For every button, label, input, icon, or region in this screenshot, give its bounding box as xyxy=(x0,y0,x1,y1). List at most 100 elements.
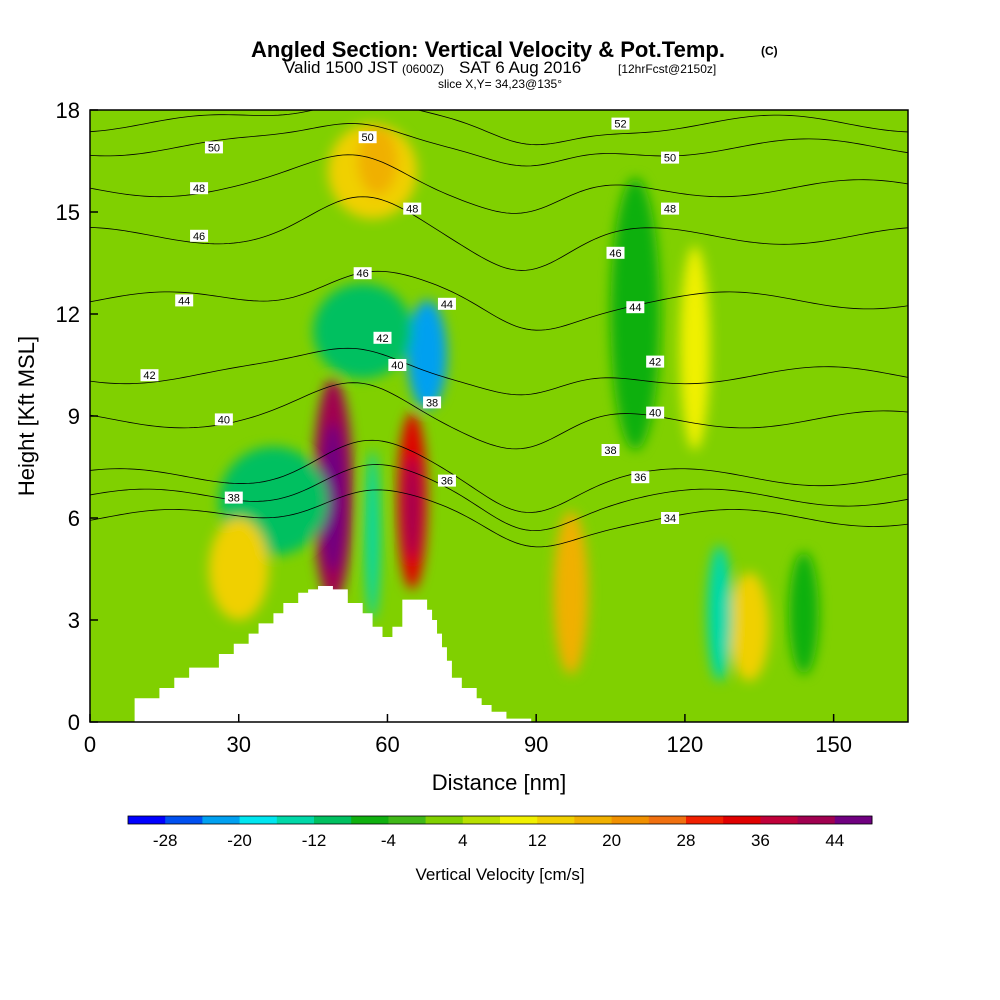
forecast-info: [12hrFcst@2150z] xyxy=(618,62,716,76)
isoline-label: 38 xyxy=(604,445,616,457)
isoline-label: 46 xyxy=(357,268,369,280)
colorbar-swatch xyxy=(202,816,241,824)
isoline-label-box xyxy=(631,471,650,484)
colorbar-swatch xyxy=(425,816,464,824)
isoline-label: 52 xyxy=(614,119,626,131)
isoline-labels: 50 48 46 44 42 40 38 50 48 46 44 42 40 38 36 52 50 48 46 44… xyxy=(140,117,680,525)
isoline-label-box xyxy=(626,301,645,314)
isoline-label: 44 xyxy=(441,299,453,311)
colorbar-swatch xyxy=(760,816,799,824)
isoline-label-box xyxy=(140,369,159,382)
isoline-label-box xyxy=(437,297,456,310)
isoline-label: 40 xyxy=(649,408,661,420)
isoline-label-box xyxy=(190,182,209,195)
y-tick-label: 12 xyxy=(56,302,80,327)
velocity-cell xyxy=(208,518,269,620)
terrain xyxy=(90,586,908,722)
isoline-label: 38 xyxy=(228,493,240,505)
valid-date: SAT 6 Aug 2016 xyxy=(459,58,581,77)
isoline-label: 46 xyxy=(193,231,205,243)
colorbar-swatch xyxy=(388,816,427,824)
velocity-cell xyxy=(357,127,398,195)
isoline-label: 50 xyxy=(361,132,373,144)
colorbar-tick-label: 44 xyxy=(825,831,844,850)
colorbar-swatch xyxy=(351,816,389,824)
theta-isoline xyxy=(90,347,908,396)
velocity-cell xyxy=(407,300,447,410)
velocity-cell xyxy=(610,178,661,450)
colorbar-swatch xyxy=(686,816,724,824)
velocity-cell xyxy=(729,572,770,682)
theta-isoline xyxy=(90,439,908,513)
isoline-label: 40 xyxy=(218,414,230,426)
colorbar-swatch xyxy=(648,816,687,824)
valid-prefix: Valid 1500 JST xyxy=(284,58,398,77)
theta-isoline xyxy=(90,123,908,167)
isoline-label-box xyxy=(423,396,442,409)
velocity-cell xyxy=(679,246,710,450)
theta-isoline xyxy=(90,270,908,331)
isoline-label-box xyxy=(606,246,625,259)
x-tick-label: 60 xyxy=(375,732,399,757)
y-tick-label: 0 xyxy=(68,710,80,735)
colorbar-swatch xyxy=(314,816,352,824)
colorbar-tick-label: -28 xyxy=(153,831,178,850)
colorbar-tick-label: 20 xyxy=(602,831,621,850)
y-tick-label: 9 xyxy=(68,404,80,429)
colorbar-frame xyxy=(127,815,873,825)
x-tick-label: 120 xyxy=(667,732,704,757)
isoline-label-box xyxy=(214,413,233,426)
colorbar-swatch xyxy=(462,816,501,824)
y-tick-label: 3 xyxy=(68,608,80,633)
colorbar-swatch xyxy=(723,816,761,824)
isoline-label: 36 xyxy=(441,476,453,488)
x-tick-label: 30 xyxy=(226,732,250,757)
isoline-label-box xyxy=(646,355,665,368)
theta-isoline xyxy=(90,489,908,548)
velocity-cell xyxy=(313,283,413,379)
y-tick-label: 18 xyxy=(56,98,80,123)
x-axis: 0 30 60 90 120 150 xyxy=(84,714,852,757)
valid-utc: (0600Z) xyxy=(402,62,444,76)
theta-isoline xyxy=(90,196,908,271)
isoline-label-box xyxy=(204,141,223,154)
isoline-label-box xyxy=(175,294,194,307)
theta-isoline xyxy=(90,154,908,214)
x-tick-label: 90 xyxy=(524,732,548,757)
y-axis: 0 3 6 9 12 15 18 xyxy=(56,98,98,735)
isoline-label-box xyxy=(373,331,392,344)
isoline-label: 42 xyxy=(143,370,155,382)
x-tick-label: 150 xyxy=(815,732,852,757)
isoline-label-box xyxy=(388,359,407,371)
isoline-label: 42 xyxy=(649,357,661,369)
colorbar-swatch xyxy=(797,816,836,824)
colorbar-tick-label: -12 xyxy=(302,831,327,850)
velocity-cell xyxy=(365,450,381,620)
isoline-label: 44 xyxy=(178,295,190,307)
isoline-label: 34 xyxy=(664,513,676,525)
isoline-label: 50 xyxy=(664,153,676,165)
isoline-label-box xyxy=(661,202,680,215)
y-tick-label: 15 xyxy=(56,200,80,225)
plot-background xyxy=(90,110,908,722)
isoline-label: 44 xyxy=(629,302,641,314)
isoline-label-box xyxy=(661,151,680,164)
isoline-label-box xyxy=(646,406,665,419)
isoline-label: 38 xyxy=(426,397,438,409)
velocity-cell xyxy=(320,422,346,573)
colorbar-tick-label: 28 xyxy=(677,831,696,850)
isoline-label: 42 xyxy=(376,333,388,345)
chart-title: Angled Section: Vertical Velocity & Pot.… xyxy=(251,37,725,62)
colorbar-swatch xyxy=(239,816,278,824)
colorbar-swatch xyxy=(574,816,613,824)
isoline-label-box xyxy=(190,229,209,242)
x-axis-label: Distance [nm] xyxy=(432,770,567,795)
y-axis-label: Height [Kft MSL] xyxy=(14,336,39,496)
velocity-cell xyxy=(707,545,733,682)
colorbar-tick-label: 12 xyxy=(528,831,547,850)
colorbar: -28 -20 -12 -4 4 12 20 28 36 44 xyxy=(127,815,873,850)
colorbar-swatch xyxy=(537,816,575,824)
isoline-label-box xyxy=(403,202,422,215)
isoline-label-box xyxy=(437,474,456,487)
